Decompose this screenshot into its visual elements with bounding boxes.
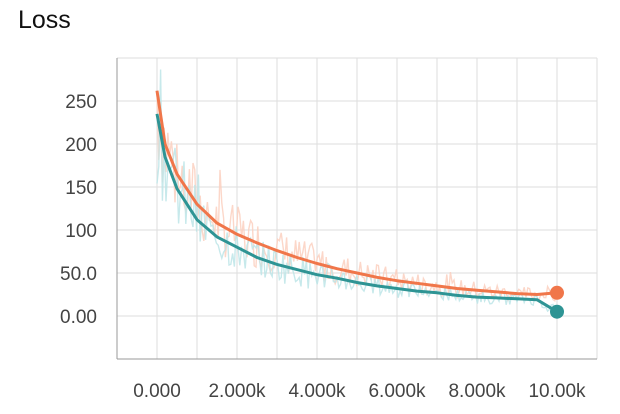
series-line-layer: [155, 90, 564, 319]
raw-series-trace: [156, 92, 558, 303]
series-endpoint-marker: [550, 304, 564, 319]
series-endpoint-marker: [550, 285, 564, 300]
series-line: [155, 90, 558, 296]
x-tick-label: 8.000k: [448, 381, 506, 402]
chart-title: Loss: [18, 6, 71, 34]
x-tick-label: 10.00k: [528, 381, 586, 402]
x-tick-label: 4.000k: [288, 381, 346, 402]
tick-label-layer: 0.00 50.0 100 150 200 250 0.000 2.000k 4.000k 6.0…: [60, 92, 586, 402]
series-line: [155, 113, 558, 313]
y-tick-label: 50.0: [60, 264, 97, 285]
raw-series-trace: [156, 69, 558, 313]
x-tick-label: 0.000: [133, 381, 181, 402]
y-tick-label: 100: [65, 221, 97, 242]
x-tick-label: 6.000k: [368, 381, 426, 402]
y-tick-label: 0.00: [60, 307, 97, 328]
x-tick-label: 2.000k: [208, 381, 266, 402]
y-tick-label: 150: [65, 178, 97, 199]
y-tick-label: 200: [65, 135, 97, 156]
raw-series-layer: [156, 69, 558, 313]
y-tick-label: 250: [65, 92, 97, 113]
